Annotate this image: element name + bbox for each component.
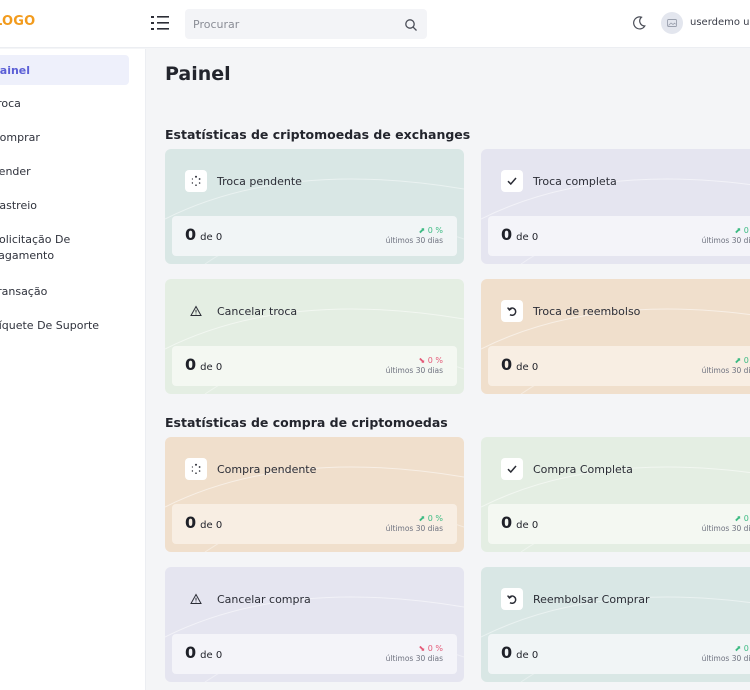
sidebar-item-vender[interactable]: Vender — [0, 164, 31, 178]
stat-count: 0 de 0 — [501, 643, 539, 662]
main-content: Painel Estatísticas de criptomoedas de e… — [146, 49, 750, 690]
card-title: Compra pendente — [217, 462, 317, 476]
card-footer: 0 de 0 ⬊ 0 % últimos 30 dias — [172, 634, 457, 674]
card-footer: 0 de 0 ⬊ 0 % últimos 30 dias — [172, 346, 457, 386]
trend-up-icon: ⬈ — [418, 514, 426, 523]
spinner-icon — [185, 458, 207, 480]
card-title: Cancelar compra — [217, 592, 311, 606]
trend-indicator: ⬈ 0 %últimos 30 dias — [385, 514, 443, 533]
check-icon — [501, 458, 523, 480]
card-header: Troca completa — [501, 170, 617, 192]
stat-count: 0 de 0 — [185, 513, 223, 532]
trend-indicator: ⬊ 0 % últimos 30 dias — [385, 644, 443, 663]
section-title-purchases: Estatísticas de compra de criptomoedas — [165, 415, 448, 430]
search-input[interactable] — [185, 9, 385, 39]
avatar-image-icon[interactable] — [661, 12, 683, 34]
stat-card-reembolsar-comprar[interactable]: Reembolsar Comprar 0de 0 ⬈ 0 %últimos 30… — [481, 567, 750, 682]
stat-count: 0 de 0 — [185, 355, 223, 374]
undo-icon — [501, 588, 523, 610]
stat-count: 0 de 0 — [501, 225, 539, 244]
sidebar-item-solicitacao-de-pagamento[interactable]: Solicitação De Pagamento — [0, 233, 71, 262]
sidebar-item-painel[interactable]: Painel — [0, 55, 129, 85]
trend-down-icon: ⬊ — [418, 356, 426, 365]
stat-card-compra-pendente[interactable]: Compra pendente 0 de 0 ⬈ 0 % últimos 30 di… — [165, 437, 464, 552]
logo[interactable]: LOGO — [0, 14, 36, 29]
card-header: Cancelar compra — [185, 588, 311, 610]
stat-count: 0 de 0 — [185, 225, 223, 244]
card-title: Cancelar troca — [217, 304, 298, 318]
spinner-icon — [185, 170, 207, 192]
sidebar-item-comprar[interactable]: Comprar — [0, 130, 40, 144]
section-title-exchanges: Estatísticas de criptomoedas de exchange… — [165, 127, 471, 142]
moon-icon[interactable] — [631, 15, 647, 31]
sidebar-item-transacao[interactable]: Transação — [0, 284, 48, 298]
trend-up-icon: ⬈ — [734, 356, 742, 365]
card-header: Troca de reembolso — [501, 300, 640, 322]
stat-count: 0 de 0 — [501, 355, 539, 374]
search-icon[interactable] — [404, 17, 418, 31]
trend-down-icon: ⬊ — [418, 644, 426, 653]
card-footer: 0de 0 ⬈ 0 %últimos 30 dias — [488, 634, 750, 674]
search-box — [185, 9, 427, 39]
card-title: Compra Completa — [533, 462, 633, 476]
trend-indicator: ⬈ 0 %últimos 30 dias — [701, 644, 750, 663]
trend-indicator: ⬈ 0 %últimos 30 dias — [701, 514, 750, 533]
card-header: Compra Completa — [501, 458, 633, 480]
trend-indicator: ⬊ 0 % últimos 30 dias — [385, 356, 443, 375]
card-footer: 0de 0 ⬈ 0 %últimos 30 dias — [488, 216, 750, 256]
sidebar-item-rastreio[interactable]: Rastreio — [0, 198, 38, 212]
sidebar-item-troca[interactable]: Troca — [0, 96, 21, 110]
trend-up-icon: ⬈ — [734, 226, 742, 235]
stat-card-troca-pendente[interactable]: Troca pendente 0 de 0 ⬈ 0 % últimos 30 dia… — [165, 149, 464, 264]
warning-icon — [185, 300, 207, 322]
stat-count: 0 de 0 — [185, 643, 223, 662]
page-title: Painel — [165, 63, 231, 85]
card-title: Troca pendente — [217, 174, 302, 188]
menu-toggle-icon[interactable] — [150, 13, 170, 33]
stat-card-cancelar-troca[interactable]: Cancelar troca 0 de 0 ⬊ 0 % últimos 30 dia… — [165, 279, 464, 394]
sidebar-item-tiquete-de-suporte[interactable]: Tíquete De Suporte — [0, 318, 100, 332]
trend-up-icon: ⬈ — [418, 226, 426, 235]
warning-icon — [185, 588, 207, 610]
sidebar: Painel Troca Comprar Vender Rastreio Sol… — [0, 49, 146, 690]
card-footer: 0de 0 ⬈ 0 %últimos 30 dias — [488, 346, 750, 386]
card-title: Reembolsar Comprar — [533, 592, 650, 606]
trend-indicator: ⬈ 0 %últimos 30 dias — [701, 226, 750, 245]
trend-indicator: ⬈ 0 %últimos 30 dias — [701, 356, 750, 375]
stat-card-compra-completa[interactable]: Compra Completa 0de 0 ⬈ 0 %últimos 30 di… — [481, 437, 750, 552]
top-bar: LOGO userdemo user — [0, 0, 750, 48]
card-footer: 0de 0 ⬈ 0 %últimos 30 dias — [488, 504, 750, 544]
card-title: Troca completa — [533, 174, 617, 188]
card-header: Reembolsar Comprar — [501, 588, 650, 610]
stat-card-cancelar-compra[interactable]: Cancelar compra 0 de 0 ⬊ 0 % últimos 30 di… — [165, 567, 464, 682]
card-header: Compra pendente — [185, 458, 316, 480]
undo-icon — [501, 300, 523, 322]
check-icon — [501, 170, 523, 192]
stat-count: 0 de 0 — [501, 513, 539, 532]
trend-indicator: ⬈ 0 %últimos 30 dias — [385, 226, 443, 245]
trend-up-icon: ⬈ — [734, 644, 742, 653]
card-header: Troca pendente — [185, 170, 302, 192]
card-header: Cancelar troca — [185, 300, 297, 322]
card-title: Troca de reembolso — [533, 304, 641, 318]
stat-card-troca-de-reembolso[interactable]: Troca de reembolso 0de 0 ⬈ 0 %últimos 30… — [481, 279, 750, 394]
trend-up-icon: ⬈ — [734, 514, 742, 523]
username[interactable]: userdemo user — [690, 17, 750, 28]
stat-card-troca-completa[interactable]: Troca completa 0de 0 ⬈ 0 %últimos 30 dia… — [481, 149, 750, 264]
